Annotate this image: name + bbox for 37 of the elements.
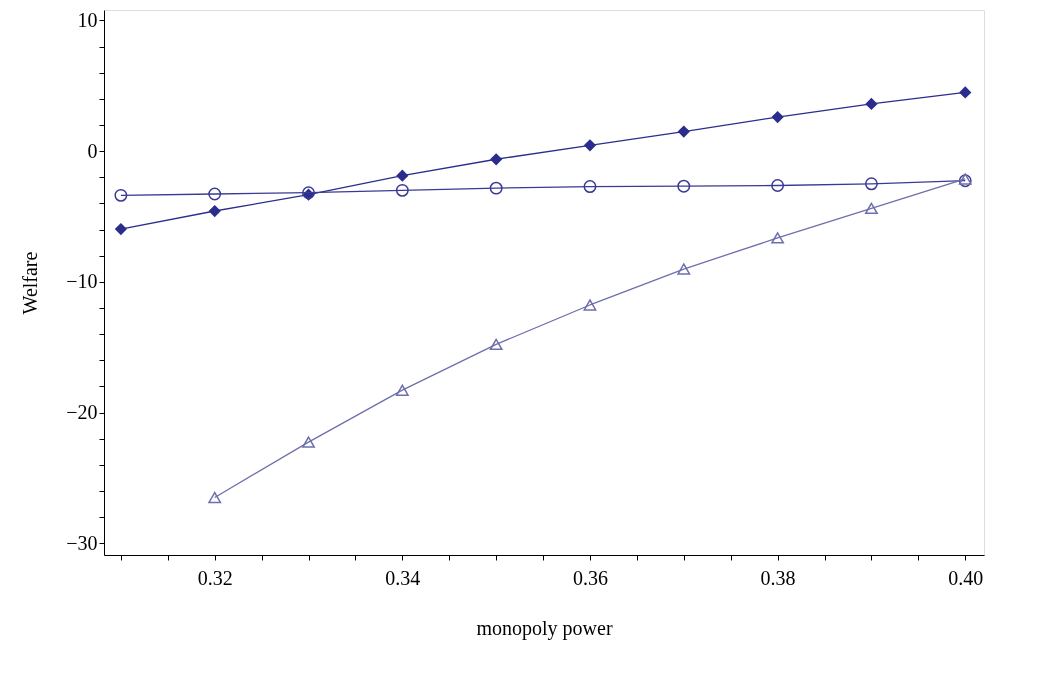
point <box>864 177 878 191</box>
point <box>395 183 409 197</box>
x-axis-title: monopoly power <box>476 616 613 640</box>
point <box>489 338 503 351</box>
point <box>396 169 409 182</box>
point <box>114 222 128 236</box>
point <box>583 139 597 152</box>
point <box>583 299 597 311</box>
point <box>677 179 691 193</box>
point <box>865 97 878 111</box>
point <box>208 187 222 201</box>
x-tick-label: 0.36 <box>572 566 608 589</box>
y-axis-title: Welfare <box>19 251 42 315</box>
y-tick-label: 10 <box>77 8 98 31</box>
point <box>677 125 690 138</box>
y-tick-label: −20 <box>66 401 98 424</box>
point <box>489 181 503 195</box>
point <box>864 202 878 215</box>
y-tick-label: −10 <box>66 270 98 293</box>
y-tick-label: 0 <box>87 139 98 162</box>
x-tick-label: 0.32 <box>197 566 233 589</box>
x-tick-label: 0.40 <box>948 566 984 589</box>
point <box>771 232 785 244</box>
point <box>302 436 315 448</box>
point <box>959 86 972 99</box>
point <box>114 188 128 202</box>
point <box>490 153 503 166</box>
point <box>208 491 222 504</box>
x-tick-label: 0.38 <box>760 566 796 589</box>
x-tick-label: 0.34 <box>385 566 421 589</box>
y-tick-label: −30 <box>66 531 98 554</box>
point <box>677 263 691 275</box>
point <box>771 179 785 192</box>
point <box>583 180 597 194</box>
point <box>208 204 221 218</box>
point <box>395 384 409 396</box>
point <box>771 110 784 124</box>
